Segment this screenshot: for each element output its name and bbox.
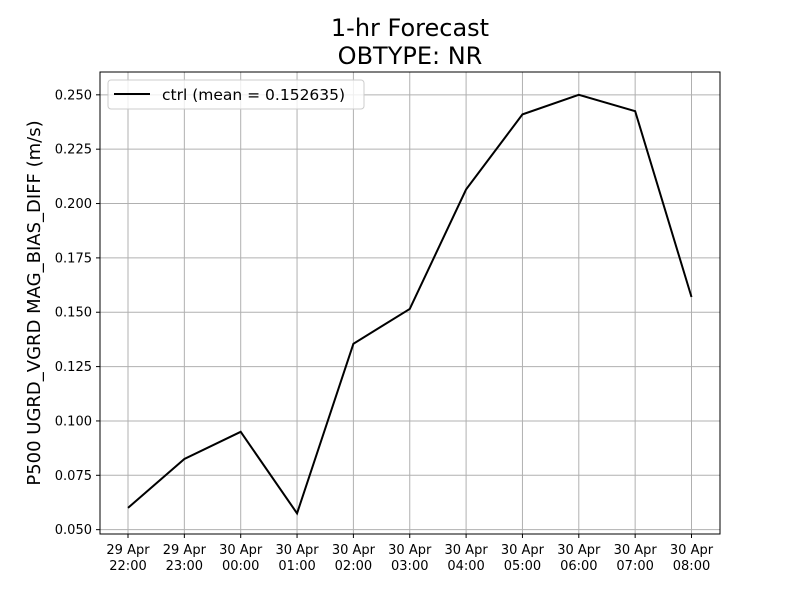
y-tick-label: 0.050: [55, 523, 92, 538]
x-tick-label: 30 Apr 05:00: [501, 543, 545, 574]
x-tick-label: 30 Apr 01:00: [275, 543, 319, 574]
x-tick-label: 30 Apr 04:00: [445, 543, 489, 574]
y-tick-label: 0.100: [55, 414, 92, 429]
y-tick-label: 0.200: [55, 197, 92, 212]
y-tick-label: 0.225: [55, 143, 92, 158]
gridlines: [100, 72, 720, 534]
y-axis-label: P500 UGRD_VGRD MAG_BIAS_DIFF (m/s): [24, 120, 45, 485]
x-tick-label: 29 Apr 23:00: [163, 543, 207, 574]
y-tick-label: 0.150: [55, 306, 92, 321]
x-tick-label: 30 Apr 07:00: [614, 543, 658, 574]
legend-box: [107, 79, 365, 110]
y-axis-ticks: 0.050 0.075 0.100 0.125 0.150 0.175 0.200 0.225…: [55, 88, 100, 538]
y-tick-label: 0.075: [55, 469, 92, 484]
chart-title: 1-hr Forecast: [331, 14, 489, 42]
y-tick-label: 0.175: [55, 251, 92, 266]
x-tick-label: 30 Apr 02:00: [332, 543, 376, 574]
y-tick-label: 0.250: [55, 88, 92, 103]
legend: ctrl (mean = 0.152635): [107, 79, 365, 110]
x-tick-label: 30 Apr 00:00: [219, 543, 263, 574]
x-tick-label: 29 Apr 22:00: [106, 543, 150, 574]
y-tick-label: 0.125: [55, 360, 92, 375]
chart-subtitle: OBTYPE: NR: [338, 42, 483, 70]
series-lines: [127, 93, 693, 516]
x-axis-ticks: 29 Apr 22:00 29 Apr 23:00 30 Apr 00:00 30 Apr 0…: [106, 534, 714, 574]
x-tick-label: 30 Apr 08:00: [670, 543, 714, 574]
x-tick-label: 30 Apr 06:00: [557, 543, 601, 574]
x-tick-label: 30 Apr 03:00: [388, 543, 432, 574]
legend-label-ctrl: ctrl (mean = 0.152635): [162, 86, 345, 104]
